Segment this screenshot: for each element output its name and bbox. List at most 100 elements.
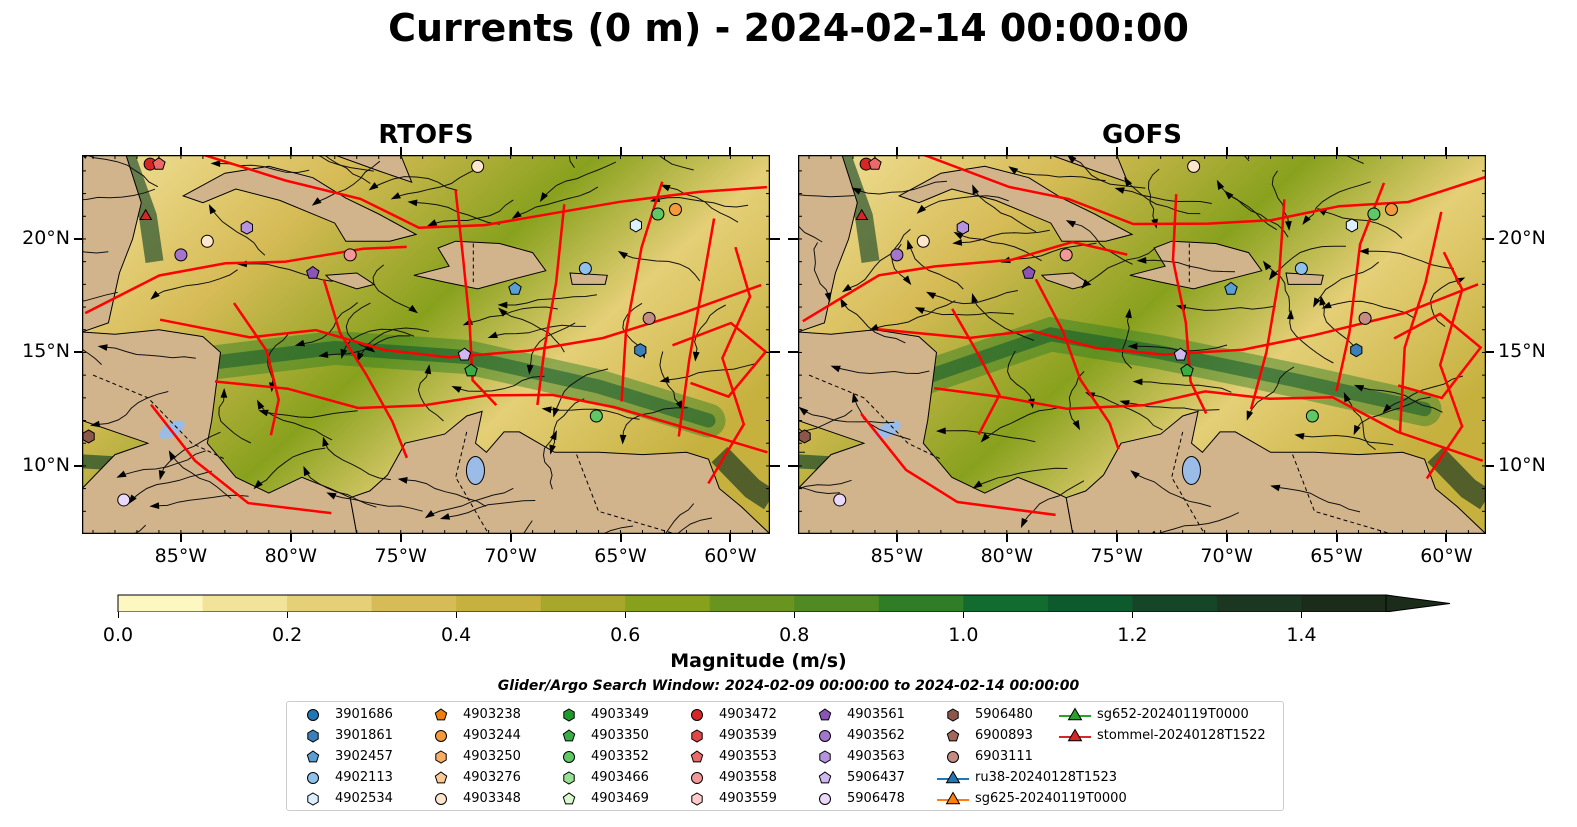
float-marker [833, 493, 847, 507]
float-marker [117, 493, 131, 507]
lat-tick-label: 15°N [1498, 340, 1546, 363]
legend-label: 4903562 [847, 728, 905, 743]
legend-marker [435, 730, 447, 742]
legend-label: 4903539 [719, 728, 777, 743]
colorbar-tick-label: 0.8 [779, 624, 810, 646]
lon-tick-label: 65°W [594, 545, 647, 567]
lon-tick-mark [1005, 534, 1008, 542]
map-panel-rtofs [82, 155, 770, 534]
legend-marker-icon [435, 750, 447, 764]
legend-marker-icon [947, 751, 959, 763]
colorbar-segment [118, 595, 204, 612]
legend-marker [691, 772, 703, 784]
float-marker [798, 429, 811, 444]
legend-label: 6900893 [975, 728, 1033, 743]
legend-marker-icon [818, 771, 832, 784]
lon-tick-mark [1225, 147, 1228, 155]
legend-marker-icon [691, 772, 703, 784]
legend-label: 4903276 [463, 770, 521, 785]
legend-marker-icon [937, 791, 969, 805]
lon-tick-mark [179, 534, 182, 542]
lat-tick-mark [788, 237, 798, 240]
legend-marker-icon [691, 792, 703, 806]
colorbar-segment [371, 595, 457, 612]
legend-marker [818, 708, 832, 721]
panel-title-gofs: GOFS [1102, 120, 1182, 150]
legend-label: 3902457 [335, 749, 393, 764]
lat-tick-mark [770, 464, 780, 467]
float-marker [855, 208, 869, 220]
float-marker [464, 363, 478, 377]
colorbar-tick-mark [793, 612, 795, 618]
legend-marker [434, 708, 448, 721]
colorbar-tick-mark [624, 612, 626, 618]
colorbar-segment [794, 595, 880, 612]
legend-label: 4903350 [591, 728, 649, 743]
legend-marker [434, 771, 448, 784]
lon-tick-label: 75°W [374, 545, 427, 567]
legend-marker-icon [435, 793, 447, 805]
legend-label: 4903561 [847, 707, 905, 722]
legend-label: 6903111 [975, 749, 1033, 764]
colorbar-tick-label: 1.4 [1286, 624, 1317, 646]
legend-marker [306, 750, 320, 763]
lat-tick-mark [1486, 237, 1494, 240]
float-marker [868, 156, 882, 170]
colorbar-segment [1047, 595, 1133, 612]
colorbar-tick-label: 0.0 [102, 624, 134, 646]
legend-marker [947, 751, 959, 763]
float-marker [1059, 248, 1073, 262]
legend-label: 4903466 [591, 770, 649, 785]
legend-marker [947, 708, 959, 722]
legend-label: 5906437 [847, 770, 905, 785]
lon-tick-label: 60°W [704, 545, 757, 567]
colorbar-tick-mark [1300, 612, 1302, 618]
float-marker [471, 159, 485, 173]
legend-marker [307, 729, 319, 743]
lon-tick-mark [179, 147, 182, 155]
legend-label: 4903559 [719, 791, 777, 806]
lon-tick-label: 65°W [1310, 545, 1363, 567]
colorbar-segment [540, 595, 626, 612]
legend-label: 4903250 [463, 749, 521, 764]
legend-marker-icon [306, 750, 320, 763]
lat-tick-mark [770, 351, 780, 354]
legend-marker-icon [434, 771, 448, 784]
legend-marker [819, 750, 831, 764]
lon-tick-mark [1445, 534, 1448, 542]
float-marker [343, 248, 357, 262]
legend-label: 4902534 [335, 791, 393, 806]
colorbar-segment [1301, 595, 1387, 612]
lon-tick-label: 85°W [154, 545, 208, 567]
lon-tick-mark [729, 147, 732, 155]
legend-marker [563, 708, 575, 722]
float-marker [1358, 311, 1372, 325]
legend-marker-icon [307, 792, 319, 806]
float-marker [578, 261, 592, 275]
legend-label: 3901686 [335, 707, 393, 722]
float-marker [634, 343, 647, 358]
legend-label: 4903469 [591, 791, 649, 806]
legend-marker-icon [307, 729, 319, 743]
legend-label: 4902113 [335, 770, 393, 785]
colorbar-segment [878, 595, 964, 612]
lat-tick-mark [788, 464, 798, 467]
search-window-text: Glider/Argo Search Window: 2024-02-09 00… [497, 678, 1080, 694]
legend-marker [946, 729, 960, 742]
lon-tick-mark [729, 534, 732, 542]
float-marker [457, 347, 472, 361]
float-marker [1294, 261, 1308, 275]
legend-marker [435, 793, 447, 805]
float-marker [1305, 409, 1319, 423]
float-marker [890, 248, 904, 262]
legend-label: 4903348 [463, 791, 521, 806]
legend-marker [819, 730, 831, 742]
lon-tick-label: 70°W [484, 545, 537, 567]
colorbar [117, 594, 1451, 612]
legend-marker-icon [819, 750, 831, 764]
legend-label: stommel-20240128T1522 [1097, 728, 1266, 743]
colorbar-segment [1216, 595, 1302, 612]
float-marker [200, 234, 214, 248]
float-marker [1173, 347, 1188, 361]
legend-marker [563, 771, 575, 785]
